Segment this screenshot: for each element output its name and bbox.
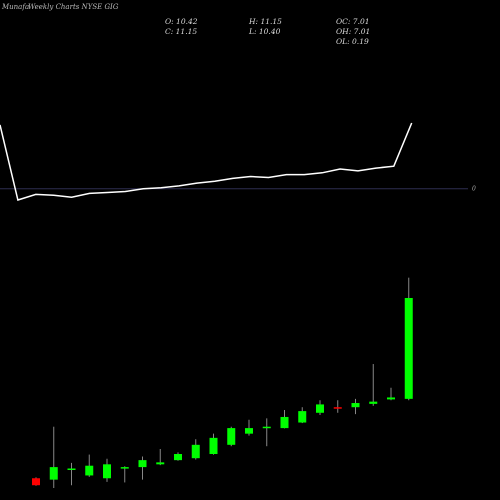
- candle: [32, 477, 40, 486]
- candle: [280, 409, 289, 429]
- candle: [156, 448, 165, 466]
- candle-body: [49, 467, 58, 480]
- candle-body: [67, 468, 76, 470]
- candle: [174, 452, 182, 461]
- candle: [298, 407, 307, 424]
- candle-body: [369, 401, 378, 404]
- stat-low: L: 10.40: [248, 27, 281, 36]
- candle-body: [280, 416, 289, 429]
- candle: [67, 462, 76, 486]
- candle: [262, 418, 271, 447]
- stat-oh: OH: 7.01: [336, 27, 370, 36]
- candle-body: [404, 298, 413, 399]
- candle-body: [333, 407, 342, 409]
- candle-body: [85, 465, 94, 476]
- candle: [404, 277, 413, 401]
- candle-body: [32, 478, 40, 486]
- candle: [103, 458, 111, 482]
- candle-body: [103, 464, 111, 479]
- candle-body: [316, 404, 324, 413]
- candle: [49, 426, 58, 488]
- candle-body: [209, 437, 218, 455]
- candle-body: [298, 411, 307, 423]
- price-line-panel: 0: [0, 122, 476, 201]
- candle: [209, 433, 218, 455]
- stat-close: C: 11.15: [165, 27, 197, 36]
- candle-body: [120, 467, 129, 469]
- candlestick-panel: [32, 277, 413, 488]
- chart-title-prefix: Munafa: [1, 3, 29, 11]
- candle: [245, 419, 253, 436]
- candle: [369, 364, 378, 406]
- stat-high: H: 11.15: [248, 17, 282, 26]
- candle: [227, 426, 236, 447]
- candle-body: [227, 428, 236, 445]
- candle: [351, 398, 360, 415]
- candle-body: [138, 460, 147, 468]
- stat-oc: OC: 7.01: [336, 17, 370, 26]
- candle-body: [174, 454, 182, 461]
- price-line: [0, 122, 413, 201]
- candle: [191, 439, 200, 460]
- candle: [387, 387, 395, 401]
- candle: [85, 454, 94, 477]
- candle: [316, 400, 324, 416]
- candle-body: [156, 462, 165, 465]
- candle-body: [351, 403, 360, 408]
- candle: [138, 456, 147, 480]
- stat-open: O: 10.42: [165, 17, 198, 26]
- candle-body: [191, 444, 200, 459]
- candle-body: [262, 426, 271, 429]
- candle-body: [245, 428, 253, 434]
- reference-line-label: 0: [472, 186, 476, 193]
- candle: [120, 466, 129, 483]
- candle: [333, 400, 342, 413]
- stat-ol: OL: 0.19: [336, 37, 369, 46]
- chart-title: Weekly Charts NYSE GIG: [28, 3, 119, 11]
- candle-body: [387, 397, 395, 400]
